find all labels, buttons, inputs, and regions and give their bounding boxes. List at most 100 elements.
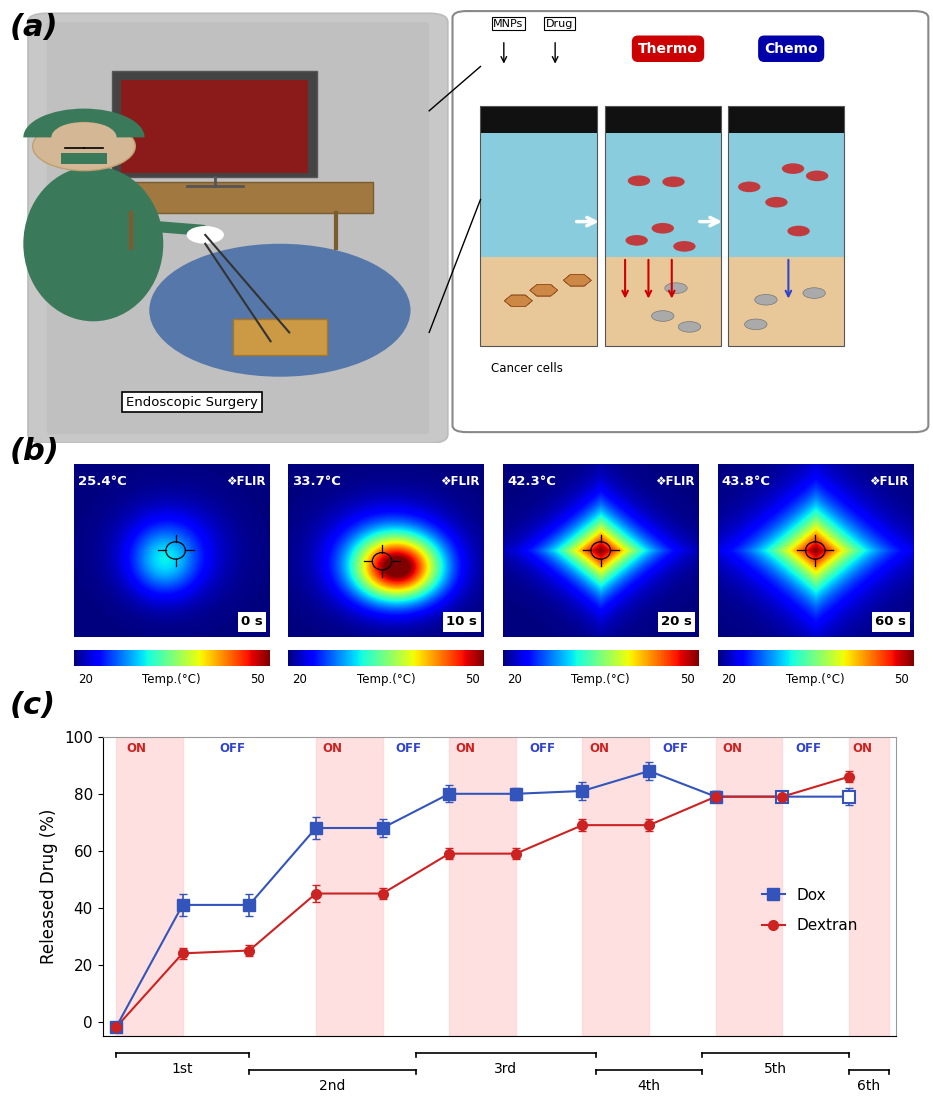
Bar: [728, 106, 844, 346]
Bar: [728, 133, 844, 257]
Polygon shape: [505, 295, 533, 307]
Text: ❖FLIR: ❖FLIR: [226, 475, 265, 488]
Text: 20: 20: [721, 673, 736, 686]
Text: OFF: OFF: [529, 742, 555, 756]
Bar: [480, 133, 597, 257]
Circle shape: [765, 197, 787, 207]
Y-axis label: Released Drug (%): Released Drug (%): [40, 809, 59, 964]
Text: Temp.(°C): Temp.(°C): [571, 673, 630, 686]
Circle shape: [651, 223, 674, 234]
Text: (c): (c): [9, 691, 55, 720]
Bar: [605, 257, 721, 346]
Text: Drug: Drug: [546, 19, 574, 29]
Circle shape: [745, 319, 767, 330]
Ellipse shape: [23, 166, 163, 321]
Circle shape: [662, 176, 685, 187]
Text: ON: ON: [722, 742, 743, 756]
Text: 0 s: 0 s: [241, 615, 263, 628]
Bar: [480, 106, 597, 133]
Text: OFF: OFF: [219, 742, 245, 756]
Text: 60 s: 60 s: [875, 615, 907, 628]
Bar: [121, 80, 308, 173]
Circle shape: [665, 283, 688, 294]
Circle shape: [625, 235, 648, 246]
FancyBboxPatch shape: [453, 11, 928, 432]
Text: Temp.(°C): Temp.(°C): [142, 673, 201, 686]
Text: 50: 50: [466, 673, 480, 686]
Legend: Dox, Dextran: Dox, Dextran: [756, 882, 864, 940]
Wedge shape: [23, 109, 145, 137]
Text: 20 s: 20 s: [661, 615, 692, 628]
Text: 42.3°C: 42.3°C: [508, 475, 556, 488]
Circle shape: [33, 122, 135, 171]
Text: 25.4°C: 25.4°C: [78, 475, 127, 488]
Text: 20: 20: [77, 673, 92, 686]
Text: OFF: OFF: [396, 742, 422, 756]
Circle shape: [755, 295, 777, 305]
Circle shape: [738, 182, 760, 192]
Text: Chemo: Chemo: [764, 42, 818, 55]
Text: 2nd: 2nd: [319, 1079, 346, 1092]
Bar: [112, 71, 317, 177]
Text: ❖FLIR: ❖FLIR: [440, 475, 480, 488]
Circle shape: [803, 288, 826, 298]
Text: 3rd: 3rd: [494, 1061, 518, 1076]
Bar: [480, 106, 597, 346]
Bar: [61, 153, 107, 164]
FancyArrowPatch shape: [96, 222, 202, 230]
Bar: [93, 182, 373, 213]
Text: Thermo: Thermo: [638, 42, 698, 55]
Text: 43.8°C: 43.8°C: [722, 475, 771, 488]
Text: 50: 50: [251, 673, 265, 686]
Circle shape: [678, 321, 701, 332]
Bar: [605, 106, 721, 346]
Text: (b): (b): [9, 438, 59, 466]
Text: ❖FLIR: ❖FLIR: [870, 475, 909, 488]
Text: (a): (a): [9, 13, 58, 42]
Bar: [116, 737, 183, 1036]
Bar: [480, 257, 597, 346]
Bar: [605, 106, 721, 133]
Text: 20: 20: [507, 673, 522, 686]
Text: ON: ON: [323, 742, 342, 756]
Text: 4th: 4th: [637, 1079, 661, 1092]
FancyBboxPatch shape: [47, 22, 429, 434]
Circle shape: [651, 310, 674, 321]
Circle shape: [674, 242, 696, 252]
Bar: [233, 319, 327, 355]
Text: 10 s: 10 s: [446, 615, 478, 628]
Bar: [316, 737, 383, 1036]
Text: Temp.(°C): Temp.(°C): [786, 673, 844, 686]
Text: OFF: OFF: [796, 742, 822, 756]
Text: 20: 20: [292, 673, 307, 686]
Text: MNPs: MNPs: [494, 19, 523, 29]
Circle shape: [187, 226, 224, 244]
Bar: [582, 737, 649, 1036]
Text: 50: 50: [895, 673, 909, 686]
Text: ON: ON: [456, 742, 476, 756]
Bar: [728, 106, 844, 133]
Bar: [728, 257, 844, 346]
Text: ON: ON: [853, 742, 872, 756]
Polygon shape: [564, 275, 592, 286]
Text: 1st: 1st: [172, 1061, 193, 1076]
Bar: [849, 737, 889, 1036]
Text: Cancer cells: Cancer cells: [491, 362, 564, 376]
Text: ON: ON: [126, 742, 146, 756]
Text: 33.7°C: 33.7°C: [293, 475, 341, 488]
Circle shape: [787, 226, 810, 236]
Bar: [605, 133, 721, 257]
Text: 6th: 6th: [857, 1079, 881, 1092]
FancyBboxPatch shape: [28, 13, 448, 443]
Circle shape: [628, 175, 650, 186]
Text: OFF: OFF: [662, 742, 689, 756]
Text: Temp.(°C): Temp.(°C): [356, 673, 415, 686]
Text: 5th: 5th: [764, 1061, 787, 1076]
Bar: [449, 737, 516, 1036]
Ellipse shape: [149, 244, 411, 377]
Circle shape: [782, 163, 804, 174]
Text: 50: 50: [680, 673, 694, 686]
Text: Endoscopic Surgery: Endoscopic Surgery: [126, 396, 258, 409]
Bar: [716, 737, 783, 1036]
Text: ON: ON: [589, 742, 609, 756]
